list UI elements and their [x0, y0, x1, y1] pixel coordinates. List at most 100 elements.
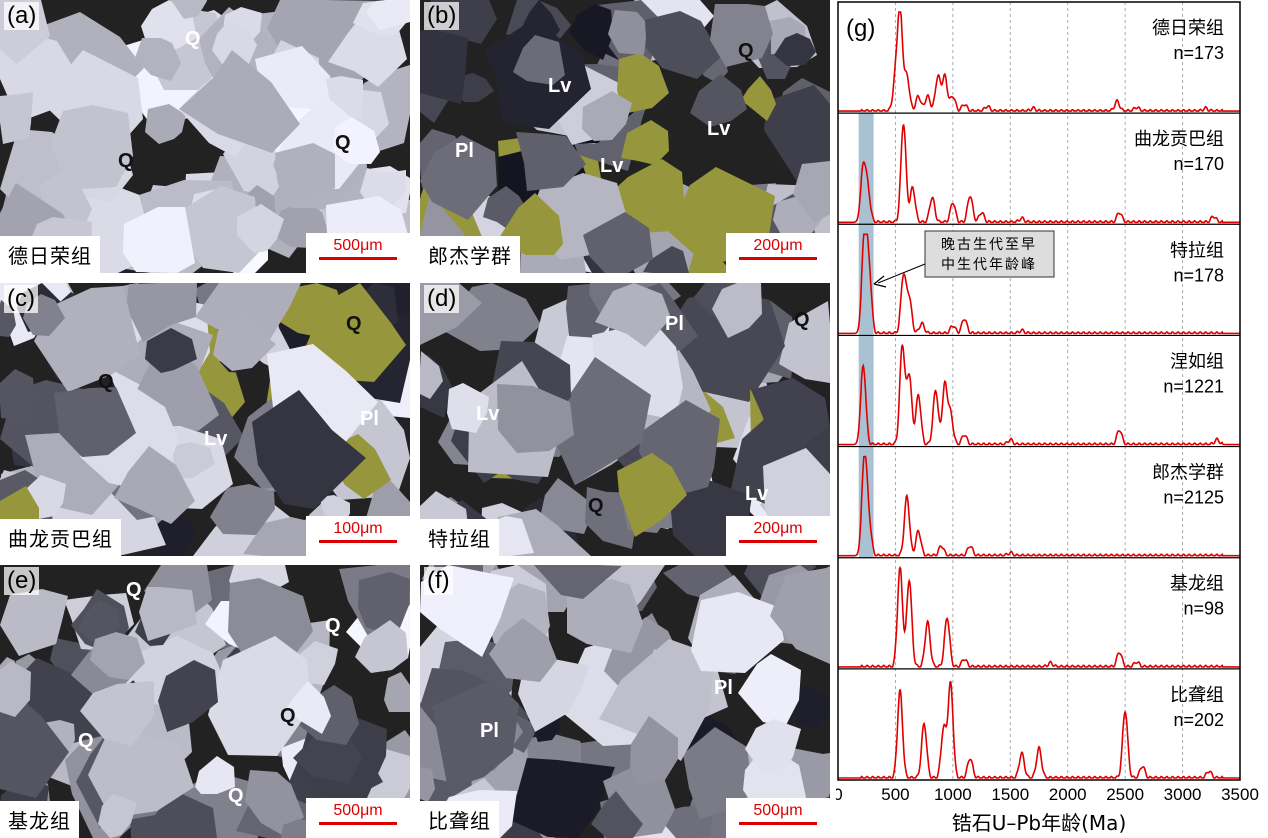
scale-text: 200μm	[753, 520, 803, 537]
mineral-label: Lv	[745, 483, 769, 505]
series-count: n=2125	[1163, 488, 1224, 508]
panel-label: (f)	[424, 567, 453, 595]
annotation-box	[924, 230, 1055, 278]
kde-curve	[838, 455, 1240, 557]
x-tick-label: 3000	[1164, 785, 1202, 804]
x-tick-label: 1500	[991, 785, 1029, 804]
panel-label: (a)	[4, 2, 40, 30]
mineral-label: Q	[325, 615, 341, 637]
scale-text: 500μm	[333, 802, 383, 819]
photomicrograph-f: (f) Pl Pl 比聋组 500μm	[420, 565, 830, 838]
scale-line	[739, 822, 817, 825]
series-count: n=178	[1173, 265, 1224, 285]
detrital-zircon-age-chart: 德日荣组 n=173 曲龙贡巴组 n=170 特拉组 n=178 涅如组 n=1221 郎杰学群…	[836, 1, 1259, 835]
scale-line	[319, 257, 397, 260]
x-tick-label: 500	[881, 785, 909, 804]
formation-name: 德日荣组	[0, 236, 100, 273]
series-name: 比聋组	[1170, 685, 1224, 706]
scale-line	[739, 257, 817, 260]
mineral-label: Q	[126, 579, 142, 601]
panel-label: (c)	[4, 285, 38, 313]
scale-bar: 500μm	[726, 798, 830, 838]
scale-text: 500μm	[333, 237, 383, 254]
scale-text: 500μm	[753, 802, 803, 819]
scale-text: 100μm	[333, 520, 383, 537]
series-name: 基龙组	[1170, 574, 1224, 595]
series-name: 郎杰学群	[1152, 463, 1224, 484]
series-count: n=1221	[1163, 376, 1224, 396]
panel-label: (b)	[424, 2, 460, 30]
scale-line	[319, 822, 397, 825]
series-count: n=202	[1173, 710, 1224, 730]
formation-name: 基龙组	[0, 801, 79, 838]
arrowhead-icon	[873, 275, 887, 288]
x-tick-label: 2000	[1049, 785, 1087, 804]
mineral-label: Q	[346, 313, 362, 335]
mineral-label: Lv	[600, 155, 624, 177]
chart-frame	[837, 1, 1241, 781]
annotation-arrow	[877, 263, 926, 284]
kde-curve	[838, 565, 1240, 668]
series-name: 德日荣组	[1152, 18, 1224, 39]
scale-bar: 200μm	[726, 233, 830, 273]
kde-curve	[838, 124, 1240, 224]
mineral-label: Lv	[707, 118, 731, 140]
grain-texture	[420, 283, 830, 556]
kde-curve	[838, 343, 1240, 446]
scale-text: 200μm	[753, 237, 803, 254]
mineral-label: Q	[98, 371, 114, 393]
mineral-label: Q	[78, 730, 94, 752]
series-name: 涅如组	[1170, 351, 1224, 372]
x-tick-label: 2500	[1106, 785, 1144, 804]
mineral-label: Q	[335, 132, 351, 154]
formation-name: 曲龙贡巴组	[0, 519, 121, 556]
photomicrograph-e: (e) Q Q Q Q Q 基龙组 500μm	[0, 565, 410, 838]
formation-name: 郎杰学群	[420, 236, 520, 273]
photomicrograph-c: (c) Q Q Lv Pl 曲龙贡巴组 100μm	[0, 283, 410, 556]
series-name: 曲龙贡巴组	[1134, 129, 1224, 150]
kde-curve	[838, 233, 1240, 335]
formation-name: 特拉组	[420, 519, 499, 556]
mineral-label: Lv	[204, 428, 228, 450]
scale-bar: 500μm	[306, 233, 410, 273]
scale-line	[319, 540, 397, 543]
photomicrograph-b: (b) Q Lv Lv Lv Pl 郎杰学群 200μm	[420, 0, 830, 273]
scale-line	[739, 540, 817, 543]
mineral-label: Pl	[714, 677, 733, 699]
mineral-label: Q	[185, 28, 201, 50]
x-tick-label: 3500	[1221, 785, 1259, 804]
scale-bar: 100μm	[306, 516, 410, 556]
grain-texture	[0, 0, 410, 273]
mineral-label: Q	[228, 785, 244, 807]
mineral-label: Q	[794, 309, 810, 331]
x-tick-label: 0	[836, 785, 843, 804]
kde-curve	[838, 680, 1240, 779]
photomicrograph-a: (a) Q Q Q 德日荣组 500μm	[0, 0, 410, 273]
mineral-label: Q	[280, 705, 296, 727]
mineral-label: Pl	[480, 720, 499, 742]
mineral-label: Q	[588, 495, 604, 517]
formation-name: 比聋组	[420, 801, 499, 838]
mineral-label: Lv	[548, 75, 572, 97]
series-name: 特拉组	[1170, 240, 1224, 261]
x-axis-label: 锆石U–Pb年龄(Ma)	[952, 811, 1127, 835]
panel-label: (d)	[424, 285, 460, 313]
annotation-text: 中生代年龄峰	[941, 257, 1037, 273]
x-tick-label: 1000	[934, 785, 972, 804]
mineral-label: Q	[738, 40, 754, 62]
mineral-label: Pl	[665, 313, 684, 335]
kde-curve	[838, 11, 1240, 112]
panel-label: (e)	[4, 567, 40, 595]
mineral-label: Q	[118, 150, 134, 172]
mineral-label: Pl	[360, 408, 379, 430]
mineral-label: Lv	[476, 403, 500, 425]
mineral-label: Pl	[455, 140, 474, 162]
scale-bar: 200μm	[726, 516, 830, 556]
annotation-text: 晚古生代至早	[941, 237, 1037, 253]
series-count: n=98	[1183, 599, 1224, 619]
panel-label: (g)	[846, 15, 875, 42]
series-count: n=170	[1173, 154, 1224, 174]
scale-bar: 500μm	[306, 798, 410, 838]
photomicrograph-d: (d) Q Pl Lv Q Lv 特拉组 200μm	[420, 283, 830, 556]
series-count: n=173	[1173, 43, 1224, 63]
